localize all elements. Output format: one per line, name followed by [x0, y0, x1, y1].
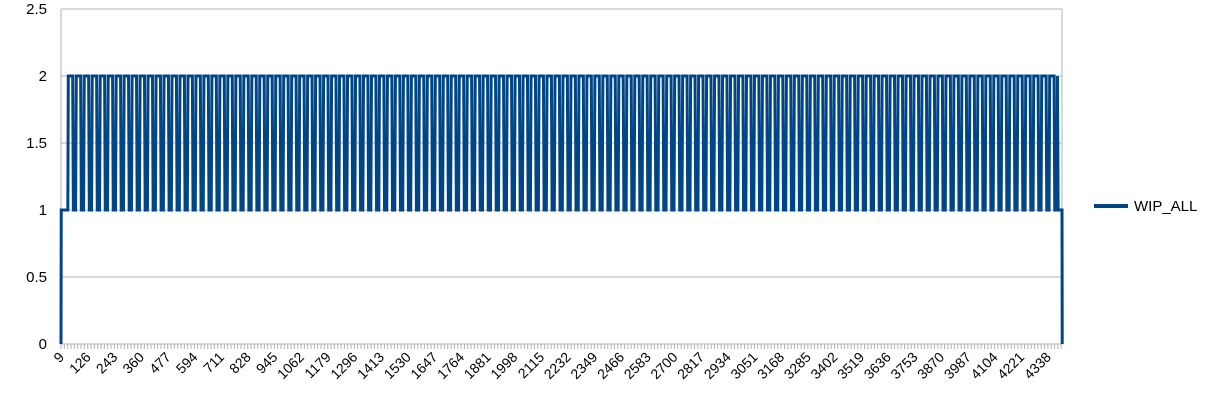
x-tick-label: 1296 — [327, 349, 360, 382]
x-tick-label: 126 — [66, 349, 94, 377]
y-tick-label: 2.5 — [26, 1, 47, 18]
x-tick-label: 2115 — [515, 349, 548, 382]
x-tick-label: 3870 — [914, 349, 947, 382]
legend: WIP_ALL — [1094, 198, 1197, 215]
x-tick-label: 3051 — [727, 349, 760, 382]
y-tick-label: 0.5 — [26, 269, 47, 286]
series-line-wip-all — [59, 74, 1064, 345]
x-tick-label: 3519 — [834, 349, 867, 382]
x-tick-label: 3402 — [807, 349, 840, 382]
x-tick-label: 360 — [119, 349, 147, 377]
y-tick-label: 1 — [39, 202, 47, 219]
series-group — [59, 74, 1064, 345]
y-tick-label: 1.5 — [26, 135, 47, 152]
x-tick-label: 3168 — [754, 349, 787, 382]
legend-label: WIP_ALL — [1134, 198, 1197, 215]
x-tick-label: 1881 — [461, 349, 494, 382]
x-tick-label: 594 — [173, 349, 201, 377]
x-tick-label: 477 — [146, 349, 174, 377]
x-tick-label: 1413 — [354, 349, 387, 382]
x-tick-label: 2817 — [674, 349, 707, 382]
y-tick-label: 2 — [39, 68, 47, 85]
x-tick-label: 2934 — [701, 349, 734, 382]
x-tick-label: 828 — [226, 349, 254, 377]
x-tick-label: 2583 — [621, 349, 654, 382]
x-tick-label: 3987 — [941, 349, 974, 382]
x-tick-label: 2349 — [567, 349, 600, 382]
y-tick-label: 0 — [39, 336, 47, 353]
x-tick-label: 3285 — [781, 349, 814, 382]
x-tick-label: 1530 — [381, 349, 414, 382]
x-tick-label: 4338 — [1021, 349, 1054, 382]
x-tick-label: 2700 — [647, 349, 680, 382]
x-tick-label: 9 — [50, 349, 67, 366]
x-tick-label: 3753 — [887, 349, 920, 382]
x-tick-label: 1062 — [274, 349, 307, 382]
x-tick-label: 1179 — [301, 349, 334, 382]
x-tick-label: 3636 — [861, 349, 894, 382]
x-tick-label: 711 — [200, 349, 227, 376]
x-tick-label: 1764 — [434, 349, 467, 382]
x-tick-label: 4104 — [967, 349, 1000, 382]
x-tick-label: 1998 — [487, 349, 520, 382]
x-tick-label: 1647 — [407, 349, 440, 382]
y-axis-ticks: 0 0.5 1 1.5 2 2.5 — [26, 1, 47, 353]
x-tick-label: 2466 — [594, 349, 627, 382]
x-tick-label: 2232 — [541, 349, 574, 382]
x-tick-label: 4221 — [994, 349, 1027, 382]
x-tick-label: 243 — [93, 349, 121, 377]
